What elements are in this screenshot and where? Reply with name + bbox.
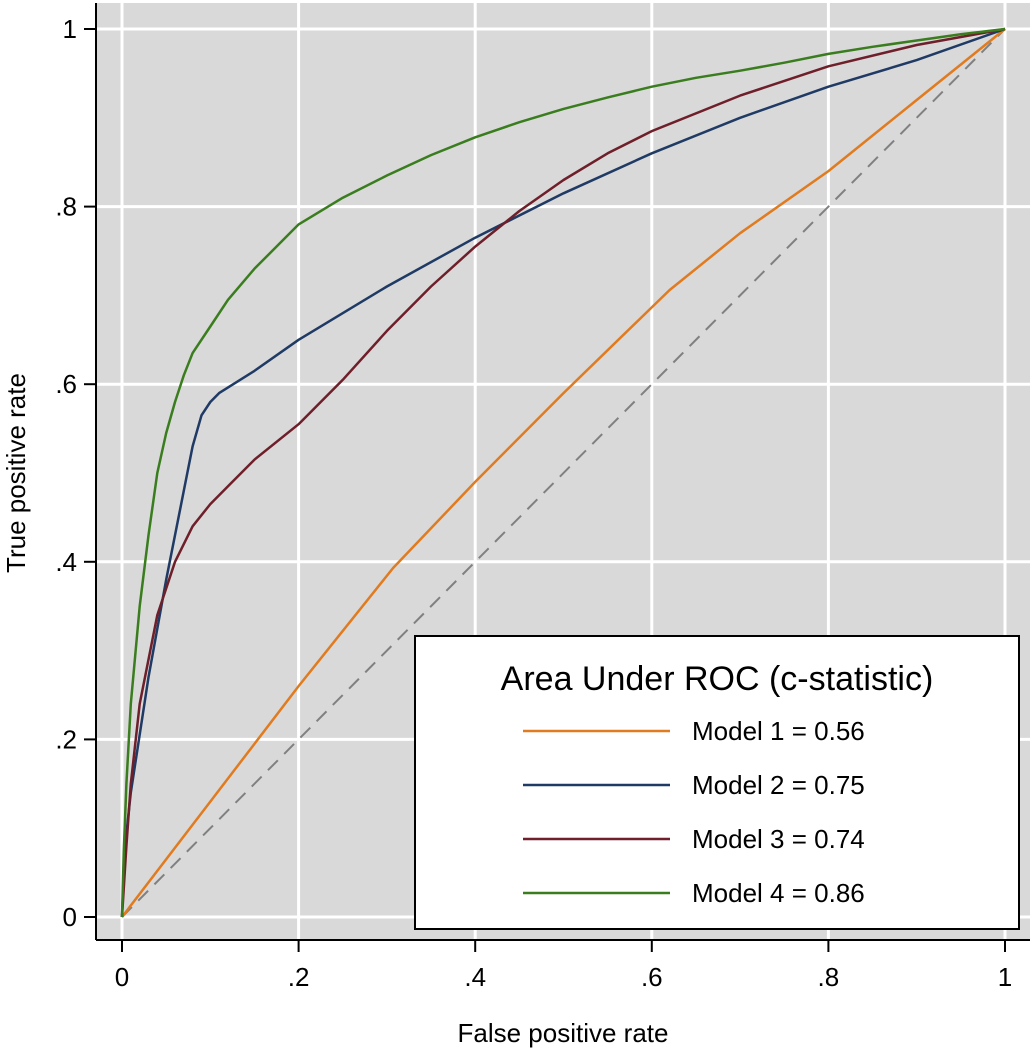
legend-items: Model 1 = 0.56 Model 2 = 0.75 Model 3 = 0.… [523,716,865,908]
y-tick-label: 0 [63,902,77,932]
y-tick-label: .2 [55,724,77,754]
x-tick-label: .8 [818,962,840,992]
x-tick-label: .6 [641,962,663,992]
axes [95,3,1030,941]
x-axis-label: False positive rate [458,1018,669,1048]
y-tick-label: 1 [63,14,77,44]
x-tick-label: 1 [998,962,1012,992]
x-tick-label: .4 [464,962,486,992]
x-tick-labels: 0 .2 .4 .6 .8 1 [115,940,1012,992]
legend-box [414,635,1020,930]
y-tick-label: .6 [55,369,77,399]
series-line-model-3 [120,27,1006,918]
legend-title: Area Under ROC (c-statistic) [501,660,934,698]
series-line-model-1 [121,28,1006,918]
legend: Area Under ROC (c-statistic) Model 1 = 0… [414,635,1020,930]
x-tick-label: .2 [288,962,310,992]
series-layer [120,27,1006,918]
y-tick-label: .8 [55,192,77,222]
y-axis-label: True positive rate [1,373,31,573]
legend-label-model-1: Model 1 = 0.56 [692,716,865,746]
y-tick-labels: 0 .2 .4 .6 .8 1 [55,14,96,932]
series-line-model-2 [120,27,1006,918]
y-tick-label: .4 [55,547,77,577]
series-line-model-4 [120,27,1006,918]
reference-diagonal-line [121,28,1006,918]
legend-label-model-3: Model 3 = 0.74 [692,824,865,854]
legend-label-model-2: Model 2 = 0.75 [692,770,865,800]
x-tick-label: 0 [115,962,129,992]
legend-label-model-4: Model 4 = 0.86 [692,878,865,908]
